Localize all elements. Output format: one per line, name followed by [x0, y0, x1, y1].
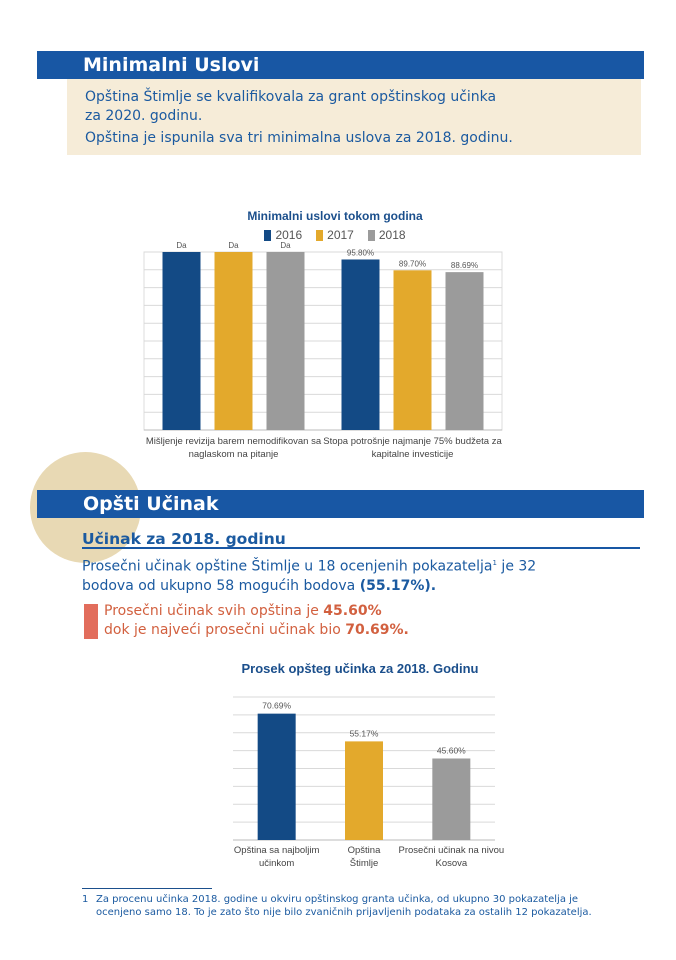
- average-performance-chart: 70.69% Opština sa najboljim učinkom 55.17% O…: [233, 696, 505, 869]
- data-label: 45.60%: [437, 745, 466, 755]
- opsti-ucinak-banner: Opšti Učinak: [37, 490, 644, 518]
- footnote-ref: 1: [492, 559, 497, 567]
- info-text: Opština Štimlje se kvalifikovala za gran…: [85, 88, 623, 126]
- category-label: kapitalne investicije: [372, 449, 454, 460]
- category-label: Kosova: [435, 858, 467, 869]
- category-label: Prosečni učinak na nivou: [399, 845, 505, 856]
- bar: [257, 713, 296, 840]
- legend-label-2017: 2017: [327, 228, 354, 242]
- info-line-2: za 2020. godinu.: [85, 108, 203, 124]
- callout-line2-a: dok je najveći prosečni učinak bio: [104, 622, 346, 638]
- data-label: 88.69%: [451, 261, 478, 270]
- chart1-title: Minimalni uslovi tokom godina: [247, 209, 423, 223]
- footnote-number: 1: [82, 894, 89, 905]
- para-line2-a: bodova od ukupno 58 mogućih bodova: [82, 577, 360, 594]
- chart1-legend: 2016 2017 2018: [145, 228, 525, 242]
- legend-label-2016: 2016: [275, 228, 303, 242]
- section-title: Opšti Učinak: [83, 493, 219, 515]
- category-label: učinkom: [259, 858, 294, 869]
- category-label: Štimlje: [350, 858, 379, 869]
- bar-2016: [162, 252, 201, 430]
- minimum-conditions-chart: Da Da Da Mišljenje revizija barem nemodifik…: [143, 241, 503, 460]
- data-label: Da: [280, 241, 291, 250]
- data-label: 89.70%: [399, 259, 426, 268]
- legend-swatch-2017: [316, 229, 324, 241]
- para-line1-a: Prosečni učinak opštine Štimlje u 18 oce…: [82, 558, 493, 575]
- minimalni-uslovi-banner: Minimalni Uslovi: [37, 51, 644, 79]
- para-percentage: (55.17%).: [359, 577, 437, 594]
- footnote: 1 Za procenu učinka 2018. godine u okvir…: [82, 893, 652, 919]
- bar-2017: [393, 270, 432, 430]
- callout-line1-a: Prosečni učinak svih opština je: [104, 603, 324, 619]
- category-label: Stopa potrošnje najmanje 75% budžeta za: [323, 436, 502, 447]
- legend-swatch-2018: [367, 229, 375, 241]
- category-label: Mišljenje revizija barem nemodifikovan s…: [146, 436, 322, 447]
- data-label: Da: [176, 241, 187, 250]
- subsection-underline: [82, 547, 640, 549]
- legend-swatch-2016: [264, 229, 272, 241]
- subsection-title: Učinak za 2018. godinu: [82, 530, 286, 548]
- bar-2017: [214, 252, 253, 430]
- category-label: Opština sa najboljim: [234, 845, 320, 856]
- category-label: naglaskom na pitanje: [189, 449, 279, 460]
- info-line-3: Opština je ispunila sva tri minimalna us…: [85, 130, 513, 146]
- para-line1-b: je 32: [496, 558, 537, 575]
- bar-2018: [266, 252, 305, 430]
- bar-2016: [341, 259, 380, 430]
- chart2-title: Prosek opšteg učinka za 2018. Godinu: [241, 661, 479, 676]
- data-label: 70.69%: [262, 701, 291, 711]
- section-title: Minimalni Uslovi: [83, 54, 260, 76]
- legend-item-2016: 2016: [264, 228, 302, 242]
- footnote-line-2: ocenjeno samo 18. To je zato što nije bi…: [96, 907, 592, 918]
- data-label: Da: [228, 241, 239, 250]
- legend-label-2018: 2018: [378, 228, 406, 242]
- bar: [345, 741, 383, 840]
- performance-paragraph: Prosečni učinak opštine Štimlje u 18 oce…: [82, 554, 642, 596]
- callout-accent-bar: [84, 604, 98, 639]
- callout-max-value: 70.69%.: [345, 622, 409, 638]
- average-callout: Prosečni učinak svih opština je 45.60% d…: [104, 602, 604, 640]
- legend-item-2017: 2017: [316, 228, 354, 242]
- data-label: 55.17%: [350, 728, 379, 738]
- callout-average-value: 45.60%: [323, 603, 382, 619]
- qualification-info-box: Opština Štimlje se kvalifikovala za gran…: [67, 79, 641, 155]
- bar-2018: [445, 272, 484, 430]
- data-label: 95.80%: [347, 248, 374, 257]
- bar: [432, 758, 471, 840]
- footnote-rule: [82, 888, 212, 889]
- info-line-1: Opština Štimlje se kvalifikovala za gran…: [85, 89, 497, 105]
- footnote-line-1: Za procenu učinka 2018. godine u okviru …: [96, 894, 579, 905]
- legend-item-2018: 2018: [367, 228, 406, 242]
- category-label: Opština: [348, 845, 381, 856]
